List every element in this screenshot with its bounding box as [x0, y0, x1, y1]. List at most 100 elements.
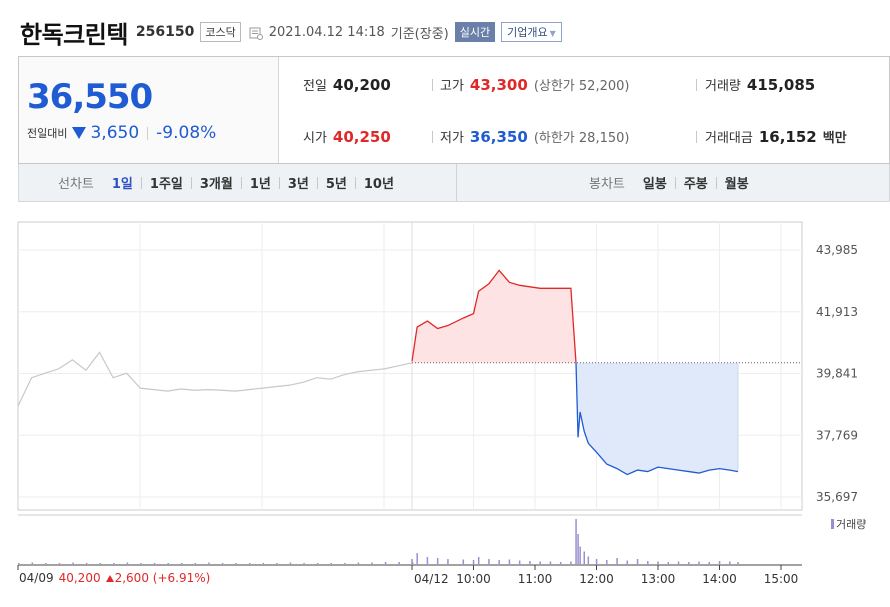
company-name: 한독크린텍 — [20, 20, 128, 49]
low-label: 저가 — [440, 131, 464, 146]
volume-bar — [344, 563, 346, 564]
tab-10y[interactable]: 10년 — [363, 177, 394, 192]
down-area-fill — [576, 362, 738, 475]
volume-bar — [626, 560, 629, 564]
volume-bar — [518, 560, 521, 564]
prev-day-summary: 04/09 40,200 2,600 (+6.91%) — [19, 571, 210, 585]
realtime-button[interactable]: 실시간 — [454, 22, 496, 42]
up-area-fill — [412, 270, 576, 363]
divider — [316, 176, 318, 189]
lower-limit: (하한가 28,150) — [533, 131, 630, 146]
company-overview-button[interactable]: 기업개요 ▼ — [501, 22, 562, 42]
high-label: 고가 — [440, 79, 464, 94]
prev-close-value: 40,200 — [332, 76, 391, 94]
low-stat: 저가 36,350 (하한가 28,150) — [440, 127, 629, 146]
tab-3y[interactable]: 3년 — [287, 177, 309, 192]
tab-daily[interactable]: 일봉 — [642, 177, 667, 192]
y-tick-label: 35,697 — [816, 490, 858, 504]
tab-3m[interactable]: 3개월 — [199, 177, 233, 192]
divider — [278, 176, 280, 189]
volume-bar — [426, 557, 429, 564]
tab-1d[interactable]: 1일 — [111, 177, 133, 192]
stock-header: 한독크린텍 256150 코스닥 2021.04.12 14:18 기준(장중)… — [20, 14, 562, 50]
volume-legend: 거래량 — [831, 516, 866, 532]
change-label: 전일대비 — [27, 127, 68, 140]
volume-bar — [647, 561, 649, 564]
line-chart-caption: 선차트 — [58, 177, 94, 192]
candle-chart-tabs: 봉차트 일봉 주봉 월봉 — [589, 164, 757, 201]
x-tick-label: 13:00 — [641, 572, 676, 586]
x-tick-label: 14:00 — [702, 572, 737, 586]
divider — [354, 176, 356, 189]
volume-bar — [45, 563, 47, 564]
prev-change-amount: 2,600 — [114, 571, 149, 585]
prev-change: 2,600 (+6.91%) — [105, 571, 211, 585]
prev-day-price-line — [17, 351, 413, 407]
volume-bar — [559, 562, 562, 564]
volume-bar — [262, 563, 265, 564]
volume-bar — [113, 563, 115, 564]
tab-5y[interactable]: 5년 — [325, 177, 347, 192]
x-tick-label: 15:00 — [764, 572, 799, 586]
chart-fills — [412, 270, 739, 475]
volume-bar — [447, 559, 449, 564]
open-value: 40,250 — [332, 128, 391, 146]
divider — [715, 176, 717, 189]
today-down-line — [575, 362, 739, 476]
change-percent: -9.08% — [156, 123, 217, 143]
volume-swatch — [831, 519, 834, 529]
volume-bar — [737, 562, 739, 564]
divider — [147, 126, 149, 140]
volume-bar — [398, 562, 400, 564]
clock-icon — [249, 25, 263, 40]
tab-weekly[interactable]: 주봉 — [683, 177, 708, 192]
x-tick-label: 12:00 — [579, 572, 614, 586]
volume-bar — [477, 557, 480, 564]
volume-bar — [248, 563, 251, 564]
volume-bar — [208, 562, 210, 564]
tab-1y[interactable]: 1년 — [249, 177, 271, 192]
volume-bar — [667, 562, 670, 564]
open-stat: 시가 40,250 — [303, 127, 391, 146]
volume-bar — [153, 563, 156, 564]
volume-bar — [303, 563, 305, 564]
quote-datetime: 2021.04.12 14:18 — [268, 24, 385, 40]
divider — [432, 79, 433, 91]
volume-bar — [498, 560, 500, 564]
volume-bar — [616, 558, 618, 564]
line-chart-tabs: 선차트 1일 1주일 3개월 1년 3년 5년 10년 — [58, 164, 402, 201]
divider — [140, 176, 142, 189]
volume-bar — [58, 563, 61, 564]
divider — [432, 131, 433, 143]
divider — [456, 164, 457, 201]
prev-change-percent: (+6.91%) — [152, 571, 211, 585]
volume-bar — [462, 559, 465, 564]
chart-frame — [17, 221, 803, 511]
volume-bar — [330, 563, 332, 564]
volume-bar — [657, 561, 659, 564]
volume-bar — [276, 563, 278, 564]
divider — [240, 176, 242, 189]
x-tick-label: 11:00 — [518, 572, 553, 586]
volume-bar — [126, 562, 129, 564]
x-tick-label: 10:00 — [456, 572, 491, 586]
volume-bar — [411, 559, 413, 564]
tab-1w[interactable]: 1주일 — [149, 177, 183, 192]
current-price: 36,550 — [27, 77, 153, 117]
amount-value: 16,152 — [758, 128, 817, 146]
volume-bar — [606, 560, 608, 564]
volume-bar — [140, 563, 142, 564]
volume-bar — [289, 562, 292, 564]
volume-bar — [698, 561, 700, 564]
quote-basis: 기준(장중) — [390, 26, 449, 42]
volume-bar — [718, 561, 721, 564]
volume-bar — [31, 562, 34, 564]
up-arrow-icon — [105, 575, 114, 582]
volume-bar — [595, 559, 598, 564]
volume-bar — [72, 562, 74, 564]
volume-bar — [416, 553, 418, 564]
tab-monthly[interactable]: 월봉 — [724, 177, 749, 192]
market-badge: 코스닥 — [200, 22, 241, 42]
prev-date: 04/09 — [19, 571, 54, 585]
